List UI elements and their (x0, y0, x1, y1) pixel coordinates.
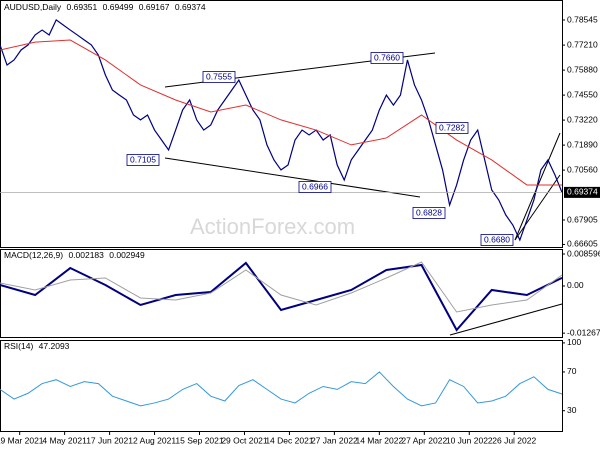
y-tick-label: 0.78545 (567, 14, 598, 24)
watermark: ActionForex.com (190, 214, 355, 239)
annotation-box (126, 154, 160, 166)
annotation-box (370, 52, 404, 64)
y-tick-label: 100 (567, 337, 581, 347)
y-tick-label: 0.77210 (567, 39, 598, 49)
rsi-title: RSI(14) (4, 341, 33, 351)
x-tick-label: 2 Aug 2021 (133, 435, 176, 445)
x-tick-label: 14 Mar 2022 (355, 435, 403, 445)
current-price-box (564, 186, 600, 198)
macd-header: MACD(12,26,9) 0.002183 0.002949 (4, 250, 145, 260)
trend-line (449, 303, 563, 336)
y-tick-label: 0.66605 (567, 239, 598, 249)
high: 0.69499 (103, 2, 134, 12)
x-tick-label: 10 Jun 2022 (446, 435, 493, 445)
annotation: 0.7105 (130, 154, 156, 164)
signal-value: 0.002949 (109, 250, 145, 260)
macd-title: MACD(12,26,9) (4, 250, 63, 260)
series-line (0, 371, 563, 407)
trend-line (514, 174, 561, 241)
y-tick-label: 30 (567, 405, 577, 415)
y-tick-label: 0.73220 (567, 114, 598, 124)
y-tick-label: 0.008596 (567, 248, 600, 258)
annotation: 0.6828 (416, 207, 442, 217)
y-tick-label: 70 (567, 366, 577, 376)
low: 0.69167 (139, 2, 170, 12)
series-line (0, 261, 563, 313)
y-tick-label: 0.75880 (567, 64, 598, 74)
rsi-value: 47.2093 (39, 341, 70, 351)
annotation-box (412, 207, 446, 219)
current-price-label: 0.69374 (567, 187, 598, 197)
annotation: 0.7555 (206, 71, 232, 81)
annotation-box (480, 234, 514, 246)
y-tick-label: 0.67905 (567, 214, 598, 224)
x-tick-label: 17 Jun 2021 (86, 435, 133, 445)
x-tick-label: 4 May 2021 (42, 435, 87, 445)
x-tick-label: 14 Dec 2021 (265, 435, 313, 445)
x-tick-label: 29 Oct 2021 (221, 435, 268, 445)
annotation-box (298, 181, 332, 193)
price-panel (0, 0, 563, 248)
annotation-box (435, 122, 469, 134)
annotation-box (202, 71, 236, 83)
y-tick-label: 0.74550 (567, 89, 598, 99)
y-tick-label: -0.01267 (567, 327, 600, 337)
annotation: 0.7660 (374, 52, 400, 62)
x-tick-label: 26 Jul 2022 (492, 435, 536, 445)
annotation: 0.7282 (439, 122, 465, 132)
trend-line (164, 157, 421, 198)
x-tick-label: 27 Apr 2022 (401, 435, 447, 445)
y-tick-label: 0.71890 (567, 139, 598, 149)
rsi-panel (0, 340, 563, 432)
series-line (0, 261, 563, 332)
annotation: 0.6966 (302, 181, 328, 191)
y-tick-label: 0.00 (567, 280, 584, 290)
macd-value: 0.002183 (68, 250, 104, 260)
x-tick-label: 27 Jan 2022 (311, 435, 358, 445)
series-line (0, 39, 562, 186)
price-header: AUDUSD,Daily 0.69351 0.69499 0.69167 0.6… (4, 2, 206, 12)
x-tick-label: 15 Sep 2021 (175, 435, 223, 445)
open: 0.69351 (67, 2, 98, 12)
annotation: 0.6680 (484, 234, 510, 244)
macd-panel (0, 249, 563, 338)
x-tick-label: 19 Mar 2021 (0, 435, 44, 445)
y-tick-label: 0.70560 (567, 164, 598, 174)
symbol: AUDUSD,Daily (4, 2, 62, 12)
close: 0.69374 (175, 2, 206, 12)
rsi-header: RSI(14) 47.2093 (4, 341, 70, 351)
series-line (0, 18, 563, 242)
